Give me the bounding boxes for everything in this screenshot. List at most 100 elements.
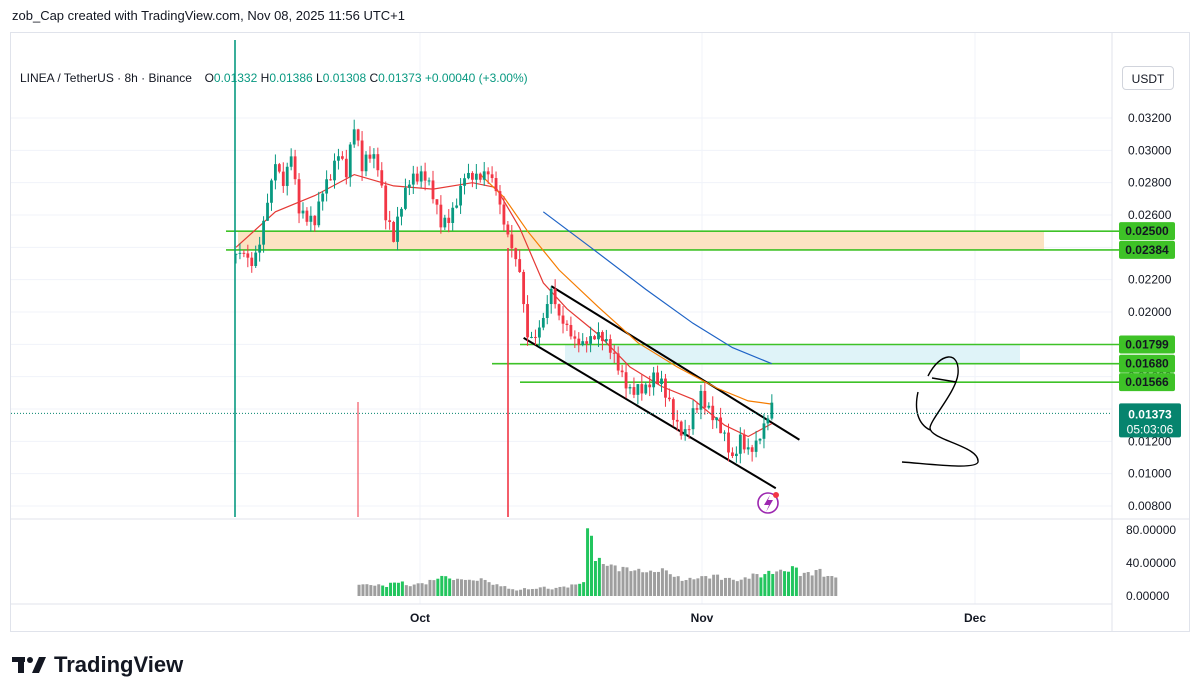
price-tick-label: 0.00800 xyxy=(1128,499,1172,513)
volume-bar xyxy=(570,584,574,596)
price-tick-label: 0.01000 xyxy=(1128,467,1172,481)
level-badges: 0.02500 0.02384 0.01799 0.01680 0.01566 0.013… xyxy=(1119,222,1181,438)
volume-bar xyxy=(609,564,613,596)
volume-bar xyxy=(467,579,471,596)
volume-bar xyxy=(400,581,404,596)
chart-caption: zob_Cap created with TradingView.com, No… xyxy=(12,8,405,23)
time-tick-label: Oct xyxy=(410,611,430,625)
volume-bar xyxy=(519,589,523,596)
volume-bar xyxy=(771,573,775,596)
candle-down xyxy=(281,171,285,186)
low-value: 0.01308 xyxy=(322,71,367,85)
candle-up xyxy=(683,429,687,436)
candle-up xyxy=(707,405,711,408)
volume-bar xyxy=(653,572,657,596)
candle-down xyxy=(569,325,573,337)
candle-up xyxy=(317,201,321,226)
candle-up xyxy=(597,332,600,340)
candle-down xyxy=(435,199,439,205)
candle-up xyxy=(738,434,742,454)
candle-down xyxy=(648,384,652,388)
hand-drawn-annotation xyxy=(901,356,979,467)
candle-down xyxy=(376,154,380,171)
high-value: 0.01386 xyxy=(269,71,313,85)
volume-bar xyxy=(830,576,834,596)
volume-bar xyxy=(668,574,672,596)
candle-up xyxy=(400,208,403,217)
candle-down xyxy=(593,336,596,340)
volume-bar xyxy=(649,570,653,596)
volume-bar xyxy=(593,561,597,596)
volume-bar xyxy=(597,557,601,596)
candle-up xyxy=(238,252,242,254)
candle-up xyxy=(274,164,277,181)
volume-bar xyxy=(428,579,432,596)
candle-down xyxy=(624,372,628,389)
candle-up xyxy=(467,172,470,179)
volume-bar xyxy=(546,588,550,596)
candle-down xyxy=(656,372,659,385)
price-tick-label: 0.03200 xyxy=(1128,111,1172,125)
candle-down xyxy=(340,156,344,159)
candle-down xyxy=(668,397,671,400)
chart-frame xyxy=(10,32,1190,632)
tradingview-wordmark: TradingView xyxy=(54,652,184,677)
candle-up xyxy=(419,171,423,182)
candle-down xyxy=(640,384,644,394)
volume-bar xyxy=(676,576,680,596)
candle-up xyxy=(530,336,533,338)
volume-bar xyxy=(775,571,779,596)
candle-down xyxy=(498,191,502,205)
candle-up xyxy=(333,160,336,181)
candle-down xyxy=(711,405,715,421)
demand-zone xyxy=(565,344,1020,364)
candle-up xyxy=(762,423,766,439)
channel-upper-line xyxy=(550,285,800,441)
candle-up xyxy=(309,215,313,222)
candle-down xyxy=(277,164,281,172)
candle-down xyxy=(246,253,250,258)
candle-down xyxy=(506,224,510,235)
ohlc-legend: LINEA / TetherUS · 8h · Binance O0.01332… xyxy=(20,71,528,85)
candle-up xyxy=(234,253,238,255)
lightning-icon xyxy=(757,492,779,514)
volume-bar xyxy=(696,578,700,596)
volume-bar xyxy=(767,570,771,596)
volume-bar xyxy=(645,572,649,596)
volume-bar xyxy=(499,586,503,596)
candle-up xyxy=(455,205,459,208)
volume-bar xyxy=(459,579,463,596)
grid xyxy=(11,33,1190,632)
volume-bar xyxy=(491,584,495,596)
candle-down xyxy=(620,370,624,373)
volume-bar xyxy=(656,571,660,596)
candle-up xyxy=(451,207,455,223)
candle-up xyxy=(407,184,411,188)
high-label: H xyxy=(260,71,270,85)
candle-down xyxy=(632,387,636,395)
volume-bar xyxy=(357,584,361,596)
last-price-badge xyxy=(1119,403,1181,438)
volume-bar xyxy=(542,586,546,596)
candle-down xyxy=(750,447,754,452)
last-price-countdown: 05:03:06 xyxy=(1127,422,1174,436)
candle-up xyxy=(372,154,376,159)
volume-bar xyxy=(554,587,558,596)
volume-bar xyxy=(700,576,704,596)
currency-button[interactable]: USDT xyxy=(1122,66,1174,90)
ema-red-line xyxy=(235,173,773,438)
low-label: L xyxy=(316,71,323,85)
candle-down xyxy=(490,174,494,179)
lightning-icon-dot xyxy=(773,492,779,498)
tradingview-logo: TradingView xyxy=(12,652,183,678)
candle-up xyxy=(754,440,758,452)
level-badge-label: 0.01566 xyxy=(1125,375,1169,389)
candle-down xyxy=(313,215,317,226)
candle-down xyxy=(612,352,616,354)
level-badge-label: 0.02384 xyxy=(1125,243,1169,257)
volume-bar xyxy=(747,578,751,596)
volume-bar xyxy=(790,566,794,596)
candle-up xyxy=(463,178,466,186)
candle-down xyxy=(380,170,384,186)
